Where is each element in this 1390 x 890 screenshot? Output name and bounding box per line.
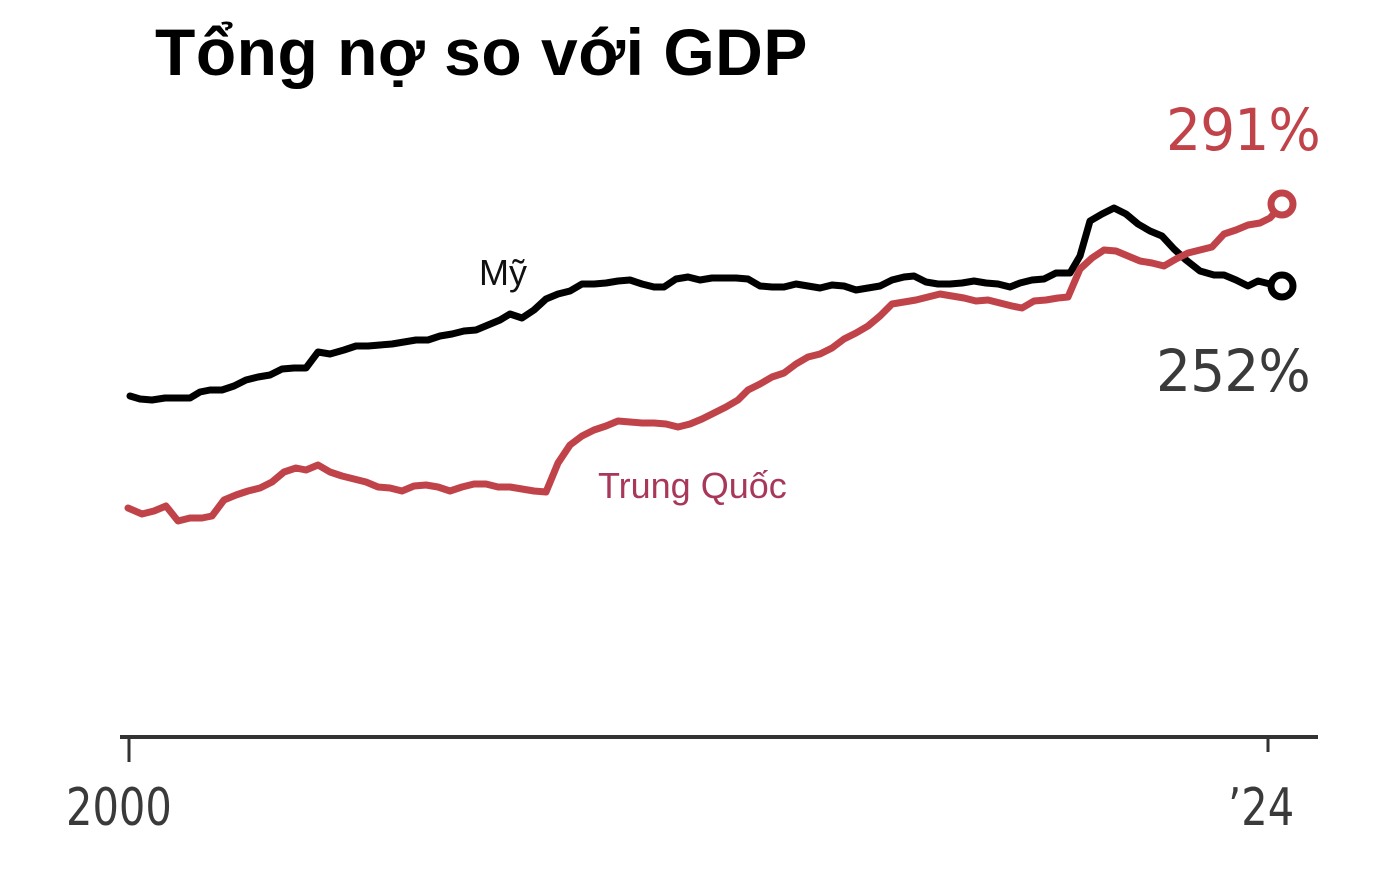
series-line-china xyxy=(124,201,1286,525)
series-line-us xyxy=(126,204,1286,404)
end-value-label-us: 252% xyxy=(1156,337,1311,405)
x-tick-label-2024: ’24 xyxy=(1228,778,1295,838)
end-marker-china xyxy=(1267,189,1297,219)
end-value-label-china: 291% xyxy=(1166,96,1321,164)
x-tick-label-2000: 2000 xyxy=(66,778,172,838)
chart-title: Tổng nợ so với GDP xyxy=(155,15,808,89)
end-marker-us xyxy=(1267,271,1297,301)
series-label-us: Mỹ xyxy=(479,252,527,293)
series-label-china: Trung Quốc xyxy=(598,465,787,506)
